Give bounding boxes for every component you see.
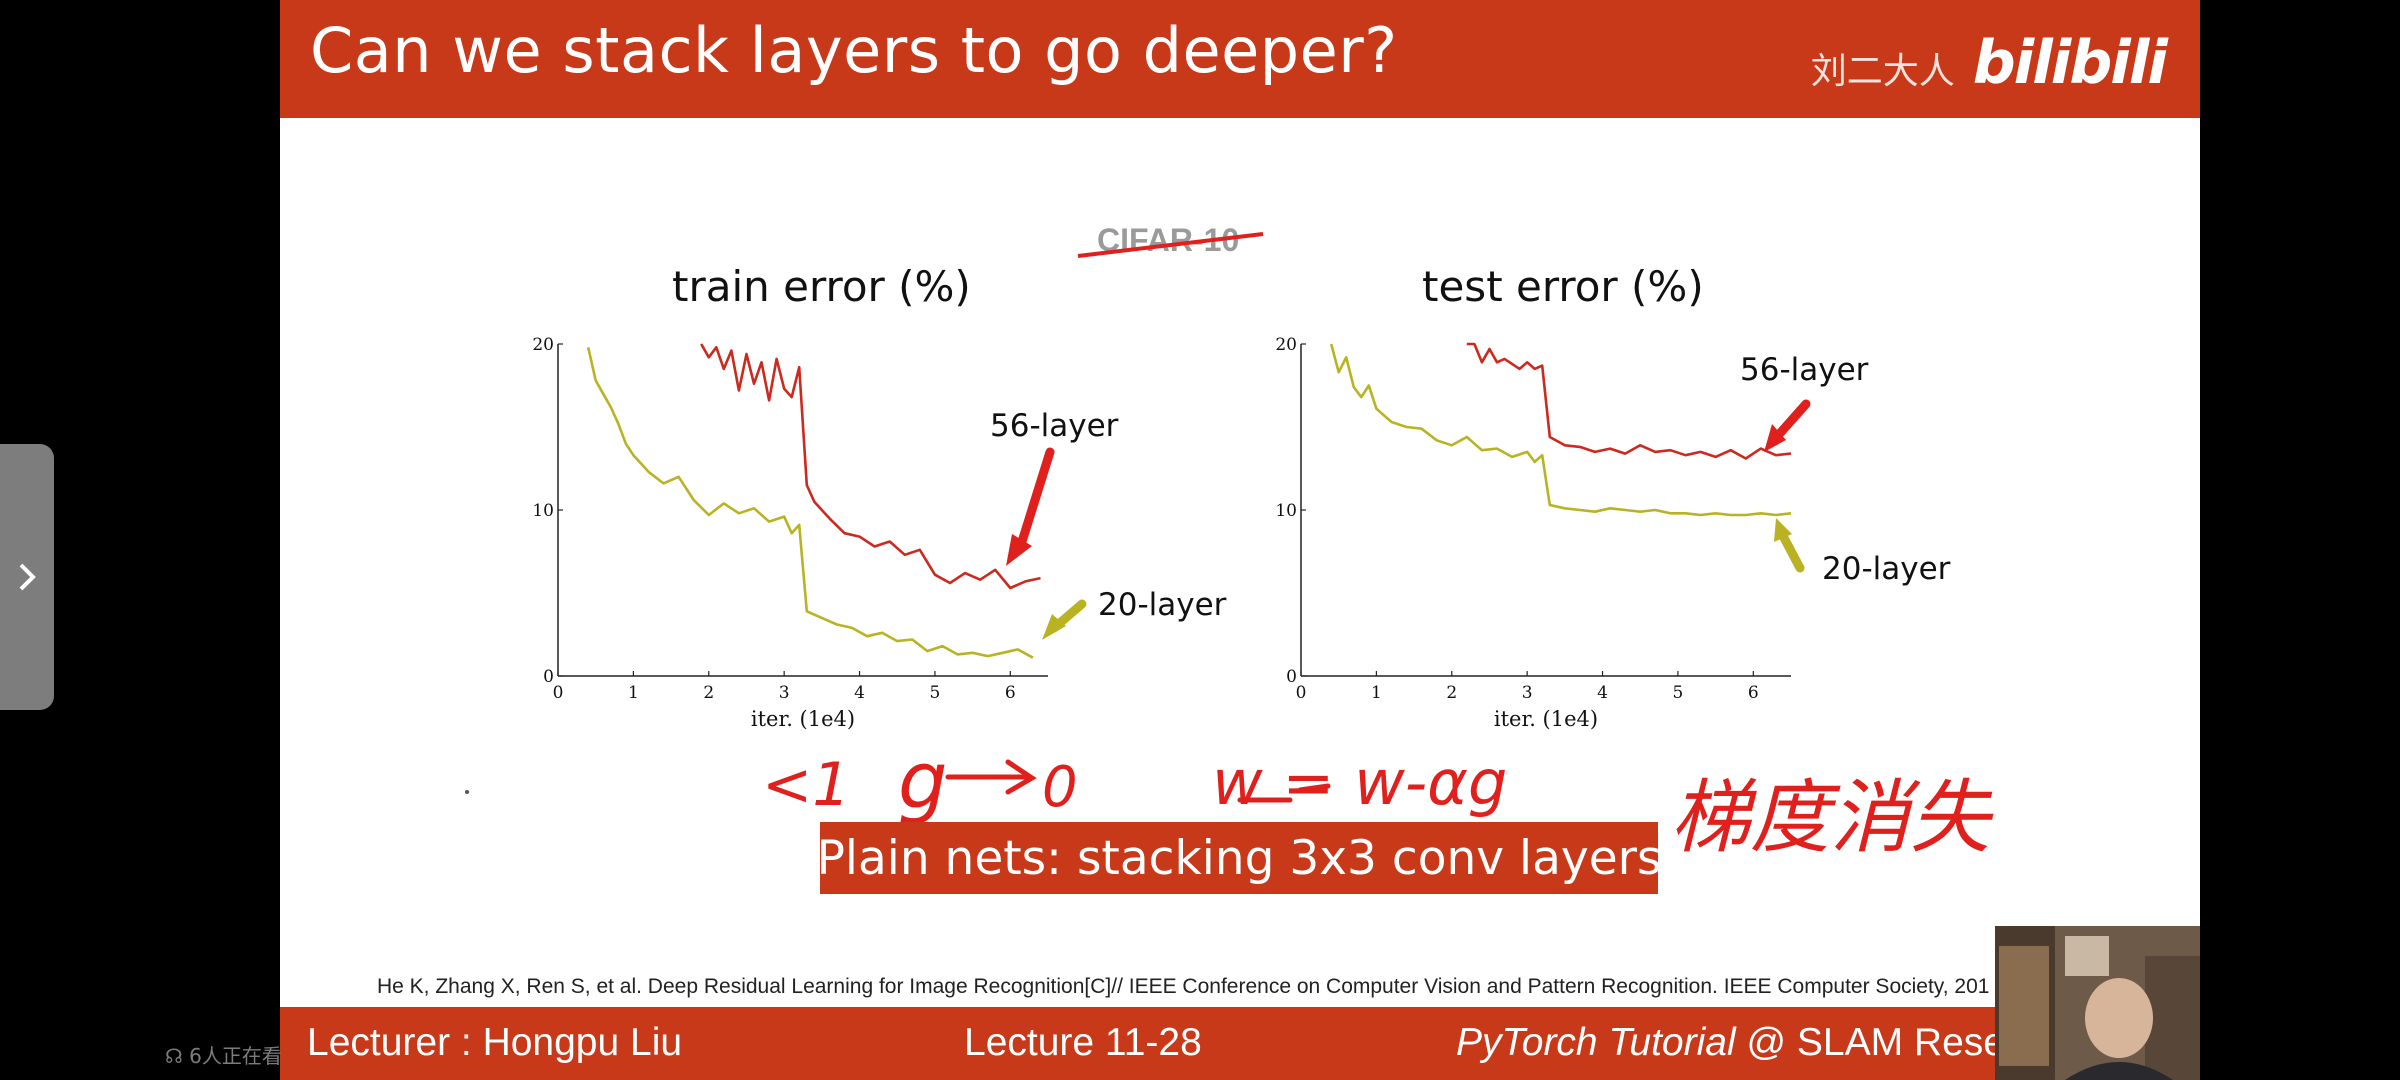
handwriting-less-than-one: <1: [762, 750, 850, 820]
test-x-tick-label: 2: [1446, 683, 1457, 703]
test-x-tick-label: 0: [1296, 683, 1307, 703]
train-y-tick-label: 0: [543, 667, 554, 687]
arrow-head-train-56: [1006, 534, 1032, 566]
train-56-layer-label: 56-layer: [990, 408, 1119, 444]
train-x-tick-label: 2: [703, 683, 714, 703]
train-x-tick-label: 3: [779, 683, 790, 703]
train-chart-title: train error (%): [672, 262, 971, 311]
train-x-tick-label: 4: [854, 683, 865, 703]
train-x-axis-label: iter. (1e4): [751, 707, 855, 731]
handwriting-g: g: [898, 737, 948, 827]
test-x-tick-label: 4: [1597, 683, 1608, 703]
presenter-webcam: [1995, 926, 2200, 1080]
test-series-56-layer: [1466, 342, 1792, 460]
arrow-head-train-20: [1042, 614, 1066, 640]
live-viewer-count: ☊ 6人正在看: [165, 1040, 282, 1069]
slide-title: Can we stack layers to go deeper?: [310, 14, 1398, 87]
presenter-figure: [1995, 926, 2200, 1080]
handwriting-gradient-vanishing: 梯度消失: [1670, 771, 1994, 864]
train-series-56-layer: [700, 343, 1041, 590]
lecture-slide: Can we stack layers to go deeper? 刘二大人 b…: [280, 0, 2200, 1080]
course-label: PyTorch Tutorial @ SLAM Resea: [1456, 1021, 2027, 1065]
test-x-tick-label: 3: [1522, 683, 1533, 703]
course-name: PyTorch Tutorial: [1456, 1021, 1736, 1064]
test-error-chart: 0 1 2 3 4 5 6 0 10 20 iter. (1e4): [1275, 335, 1792, 731]
viewer-icon: ☊: [165, 1044, 190, 1068]
train-x-tick-label: 1: [628, 683, 639, 703]
citation: He K, Zhang X, Ren S, et al. Deep Residu…: [377, 975, 1990, 998]
side-panel-toggle[interactable]: [0, 444, 54, 710]
train-series-20-layer: [586, 347, 1034, 659]
train-y-tick-label: 10: [532, 501, 554, 521]
channel-name: 刘二大人: [1810, 51, 1955, 92]
handwriting-strike: [1297, 783, 1331, 793]
slide-caption: Plain nets: stacking 3x3 conv layers: [817, 822, 1661, 894]
viewer-count-text: 6人正在看: [189, 1044, 282, 1068]
slide-footer: Lecturer : Hongpu Liu Lecture 11-28 PyTo…: [280, 1007, 2200, 1080]
handwriting-zero: 0: [1042, 755, 1078, 820]
test-series-20-layer: [1329, 343, 1792, 517]
cifar-strike-stroke: [1077, 232, 1264, 258]
arrow-head-test-56: [1764, 424, 1786, 452]
arrow-train-56: [1015, 447, 1055, 553]
train-x-tick-label: 6: [1005, 683, 1016, 703]
channel-watermark: 刘二大人 bilibili: [1810, 28, 2168, 98]
test-y-tick-label: 10: [1275, 501, 1297, 521]
slide-title-bar: Can we stack layers to go deeper? 刘二大人 b…: [280, 0, 2200, 118]
train-error-chart: 0 1 2 3 4 5 6 0 10 20 iter. (1e4): [532, 335, 1048, 731]
test-x-axis-label: iter. (1e4): [1494, 707, 1598, 731]
course-affiliation: @ SLAM Resea: [1735, 1021, 2027, 1064]
bilibili-logo: bilibili: [1972, 28, 2168, 98]
train-y-tick-label: 20: [532, 335, 554, 355]
arrow-test-20: [1777, 529, 1805, 573]
test-56-layer-label: 56-layer: [1740, 352, 1869, 388]
train-x-tick-label: 0: [553, 683, 564, 703]
test-x-tick-label: 6: [1748, 683, 1759, 703]
train-x-tick-label: 5: [930, 683, 941, 703]
handwriting-update-rule: w = w-αg: [1212, 746, 1507, 819]
test-x-tick-label: 1: [1371, 683, 1382, 703]
test-chart-title: test error (%): [1422, 262, 1704, 311]
test-20-layer-label: 20-layer: [1822, 551, 1951, 587]
handwriting-g-arrow-stroke: [945, 759, 1037, 795]
train-20-layer-label: 20-layer: [1098, 587, 1227, 623]
test-x-tick-label: 5: [1673, 683, 1684, 703]
stray-dot: [465, 790, 469, 794]
test-y-tick-label: 20: [1275, 335, 1297, 355]
handwriting-annotations: <1 g 0 w = w-αg 梯度消失: [465, 232, 1994, 864]
test-y-tick-label: 0: [1286, 667, 1297, 687]
lecturer-name: Lecturer : Hongpu Liu: [307, 1021, 683, 1064]
lecture-number: Lecture 11-28: [964, 1021, 1202, 1064]
arrow-head-test-20: [1774, 518, 1792, 542]
chevron-right-icon: [19, 563, 36, 591]
